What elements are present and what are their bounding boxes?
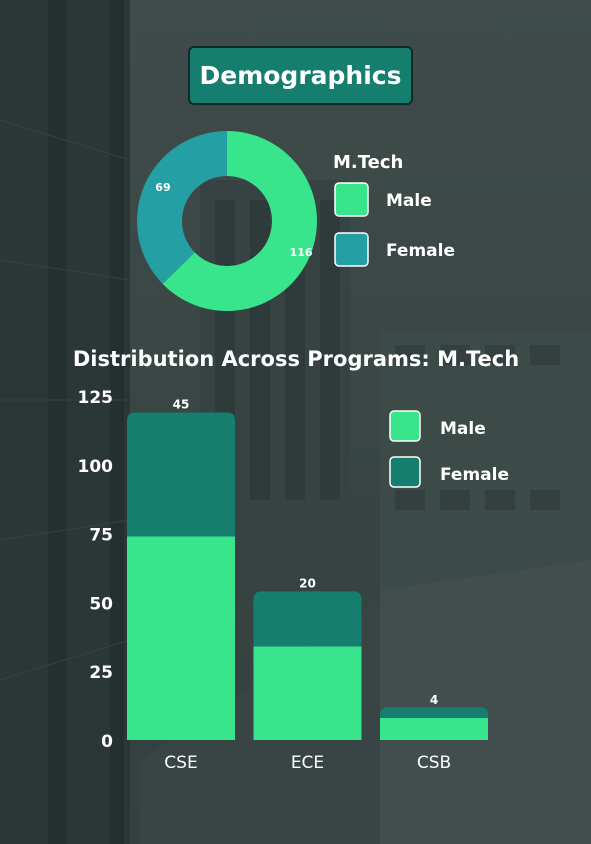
donut-legend-swatch-female <box>334 232 369 267</box>
x-tick-label-ece: ECE <box>291 753 324 773</box>
x-tick-label-cse: CSE <box>164 753 197 773</box>
bar-cse-female <box>127 412 235 537</box>
y-tick-label: 75 <box>89 526 113 546</box>
donut-slice-female <box>136 131 227 284</box>
y-tick-label: 100 <box>78 457 114 477</box>
donut-legend-label-female: Female <box>386 241 455 261</box>
bar-y-axis: 0 25 50 75 100 125 <box>78 388 114 752</box>
bar-value-csb-female: 4 <box>430 693 438 707</box>
x-tick-label-csb: CSB <box>417 753 451 773</box>
bar-legend-swatch-female <box>389 456 421 488</box>
donut-legend-label-male: Male <box>386 191 432 211</box>
y-tick-label: 50 <box>89 594 113 614</box>
bar-csb-male <box>380 717 488 740</box>
donut-label-female: 69 <box>155 181 170 194</box>
page-title: Demographics <box>188 46 413 105</box>
donut-legend-swatch-male <box>334 182 369 217</box>
donut-chart: 116 69 <box>136 131 317 311</box>
bar-cse-male <box>127 536 235 740</box>
donut-legend: Male Female <box>334 182 455 267</box>
bar-value-ece-female: 20 <box>299 576 316 590</box>
bar-value-cse-female: 45 <box>173 398 190 412</box>
y-tick-label: 25 <box>89 663 113 683</box>
bar-legend: Male Female <box>389 410 509 488</box>
donut-slice-male <box>162 131 317 311</box>
bar-ece-female <box>253 591 362 647</box>
bar-legend-label-male: Male <box>440 419 486 439</box>
y-tick-label: 0 <box>101 732 113 752</box>
bar-csb-female <box>380 706 488 718</box>
bar-chart-title: Distribution Across Programs: M.Tech <box>73 347 519 371</box>
donut-label-male: 116 <box>290 246 313 259</box>
bar-legend-label-female: Female <box>440 465 509 485</box>
bar-chart: 7445CSE3420ECE84CSB <box>127 398 488 773</box>
bar-legend-swatch-male <box>389 410 421 442</box>
bar-ece-male <box>253 646 362 740</box>
y-tick-label: 125 <box>78 388 114 408</box>
donut-legend-title: M.Tech <box>333 152 403 173</box>
